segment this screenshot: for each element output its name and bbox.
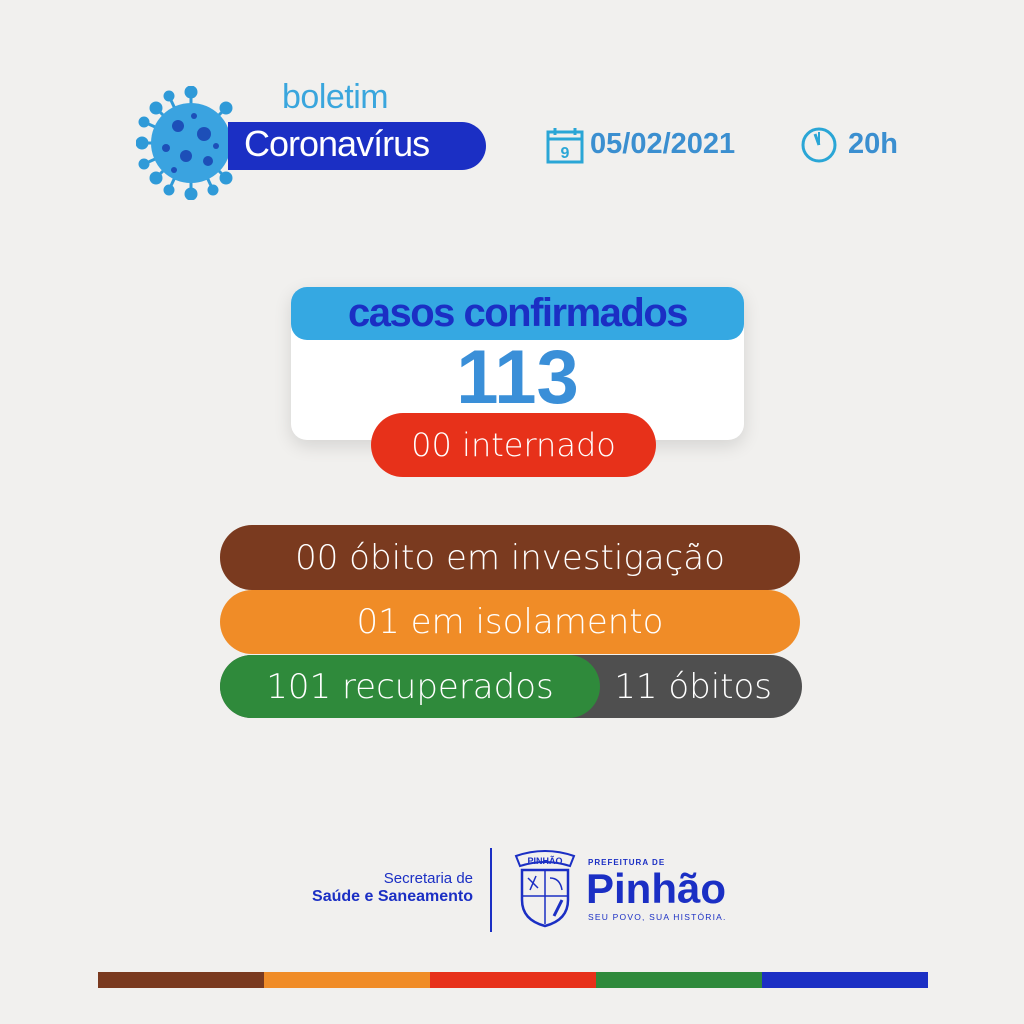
virus-icon <box>136 86 246 200</box>
city-name: Pinhão <box>586 865 727 912</box>
logo-coronavirus-text: Coronavírus <box>244 123 430 164</box>
bar-segment-brown <box>98 972 264 988</box>
deaths-investigation-pill: 00 óbito em investigação <box>220 525 800 590</box>
footer-divider <box>490 848 492 932</box>
confirmed-cases-label: casos confirmados <box>291 287 744 340</box>
bar-segment-orange <box>264 972 430 988</box>
prefeitura-label: PREFEITURA DE <box>588 858 666 867</box>
secretaria-line1: Secretaria de <box>383 870 473 887</box>
bottom-color-bar <box>98 972 928 988</box>
isolation-pill: 01 em isolamento <box>220 590 800 654</box>
recovered-pill: 101 recuperados <box>220 655 600 718</box>
calendar-icon: 9 <box>546 128 584 164</box>
svg-text:PINHÃO: PINHÃO <box>527 856 562 866</box>
bulletin-date: 05/02/2021 <box>590 128 736 160</box>
svg-text:9: 9 <box>561 145 570 162</box>
bulletin-time: 20h <box>848 128 898 160</box>
logo-pill <box>228 122 486 170</box>
clock-icon <box>801 127 837 163</box>
hospitalized-pill: 00 internado <box>371 413 656 477</box>
bar-segment-blue <box>762 972 928 988</box>
city-tagline: SEU POVO, SUA HISTÓRIA. <box>588 912 727 922</box>
city-crest-icon: PINHÃO <box>514 850 576 928</box>
bar-segment-green <box>596 972 762 988</box>
confirmed-cases-value: 113 <box>456 335 579 420</box>
logo-boletim-text: boletim <box>282 78 389 116</box>
bar-segment-red <box>430 972 596 988</box>
secretaria-line2: Saúde e Saneamento <box>312 888 473 905</box>
